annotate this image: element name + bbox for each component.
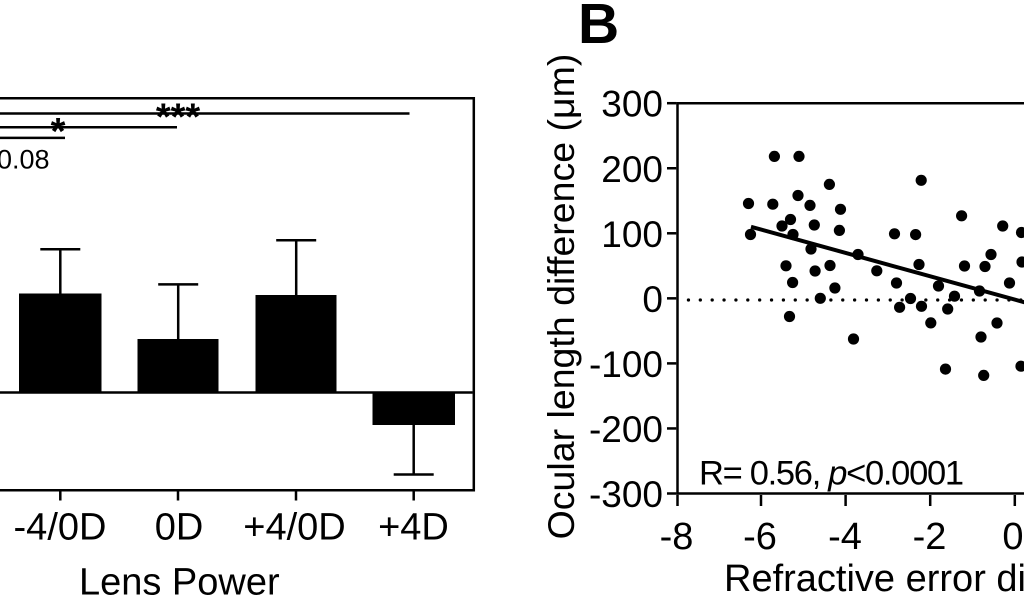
svg-text:+4D: +4D: [378, 507, 449, 549]
svg-text:-2: -2: [913, 516, 947, 558]
svg-text:-6: -6: [743, 516, 777, 558]
svg-text:-300: -300: [589, 474, 663, 515]
svg-text:Lens Power: Lens Power: [79, 562, 280, 600]
svg-text:0: 0: [642, 279, 663, 320]
svg-text:300: 300: [601, 84, 663, 125]
svg-text:-4/0D: -4/0D: [14, 507, 107, 549]
svg-text:Refractive error difference (D: Refractive error difference (D): [724, 558, 1024, 600]
svg-text:B: B: [578, 0, 619, 56]
svg-text:-200: -200: [589, 409, 663, 450]
svg-text:R= 0.56, p<0.0001: R= 0.56, p<0.0001: [699, 455, 963, 493]
svg-text:+4/0D: +4/0D: [243, 507, 345, 549]
svg-text:*: *: [51, 111, 66, 153]
svg-text:0.08: 0.08: [0, 145, 50, 175]
svg-text:0D: 0D: [155, 507, 204, 549]
svg-text:-100: -100: [589, 344, 663, 385]
svg-text:100: 100: [601, 214, 663, 255]
svg-text:200: 200: [601, 149, 663, 190]
svg-text:-8: -8: [660, 516, 694, 558]
svg-text:Ocular length difference (μm): Ocular length difference (μm): [540, 54, 582, 540]
svg-text:-4: -4: [828, 516, 862, 558]
svg-text:***: ***: [156, 96, 201, 138]
svg-text:0: 0: [1002, 516, 1023, 558]
